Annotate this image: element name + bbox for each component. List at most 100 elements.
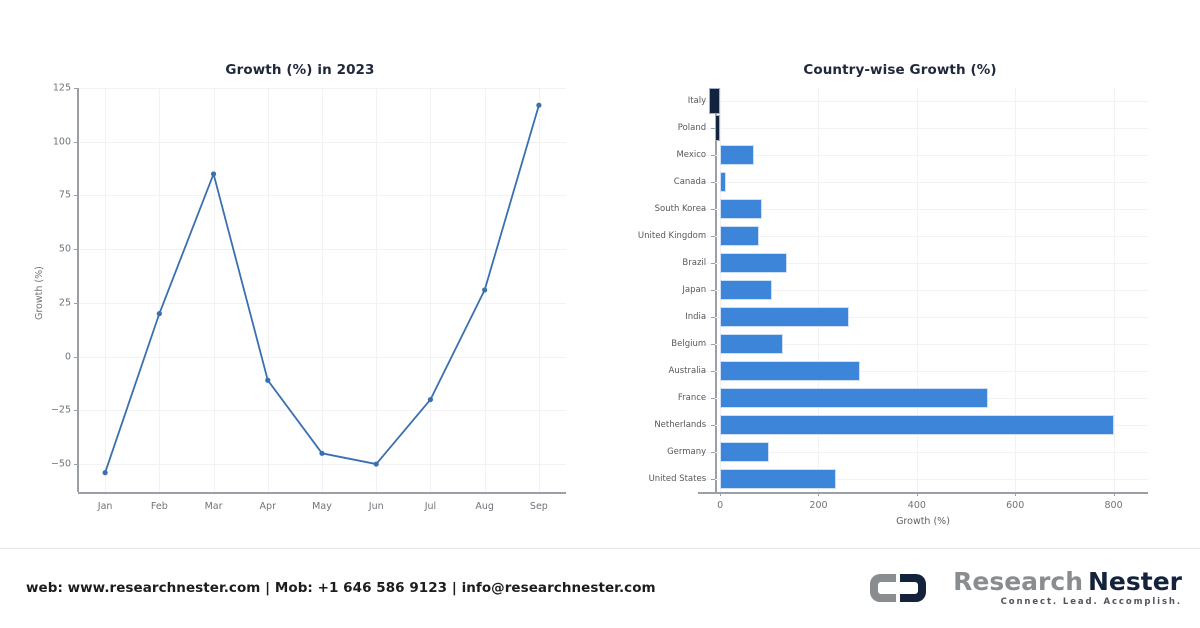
y-tick <box>711 397 716 399</box>
data-point-marker <box>156 311 162 317</box>
gridline <box>698 182 1148 184</box>
bar-category-label: Netherlands <box>654 419 707 430</box>
bar-row[interactable]: Germany <box>667 438 1148 465</box>
charts-area: Growth (%) in 2023 −50 −25 0 25 50 75 100 125 J… <box>0 0 1200 548</box>
y-tick <box>711 155 716 157</box>
gridline <box>698 263 1148 265</box>
bar-row[interactable]: Brazil <box>682 250 1148 277</box>
data-point-marker <box>536 102 542 108</box>
contact-info: web: www.researchnester.com | Mob: +1 64… <box>26 580 656 596</box>
bar[interactable] <box>720 253 787 274</box>
bar-row[interactable]: United Kingdom <box>638 223 1148 250</box>
x-axis-spine <box>78 492 566 494</box>
bar-chart-panel: Country-wise Growth (%) Italy Poland Mexic… <box>600 0 1200 548</box>
y-tick <box>74 302 78 304</box>
line-chart-plot-area: −50 −25 0 25 50 75 100 125 Jan Feb Mar Apr May Jun Ju… <box>34 83 566 512</box>
bar-row[interactable]: France <box>678 384 1148 411</box>
gridline <box>698 478 1148 480</box>
data-point-marker <box>102 470 108 476</box>
y-tick <box>711 263 716 265</box>
x-tick-label: Jan <box>97 501 113 512</box>
bar-row[interactable]: Japan <box>682 277 1148 304</box>
x-tick-label: 200 <box>809 500 828 511</box>
x-tick <box>1113 492 1115 496</box>
bar-category-label: Brazil <box>682 258 707 269</box>
logo-title: Research Nester <box>953 569 1182 594</box>
bar-row[interactable]: India <box>685 303 1148 330</box>
bar-chart-title: Country-wise Growth (%) <box>803 62 997 78</box>
y-tick <box>711 182 716 184</box>
bar-row[interactable]: Netherlands <box>654 411 1148 438</box>
bar[interactable] <box>709 88 721 115</box>
bar[interactable] <box>720 145 754 166</box>
bar-category-label: Mexico <box>676 150 707 161</box>
bar[interactable] <box>720 414 1114 435</box>
y-tick-label: −50 <box>50 458 71 470</box>
data-point-marker <box>265 377 271 383</box>
bar[interactable] <box>715 115 721 142</box>
bar-row[interactable]: Mexico <box>676 142 1148 169</box>
bar[interactable] <box>720 226 760 247</box>
x-tick-label: Mar <box>204 501 223 512</box>
gridline <box>538 88 540 492</box>
x-tick <box>818 492 820 496</box>
y-tick <box>74 88 78 89</box>
y-tick <box>711 424 716 426</box>
bar-category-label: Italy <box>687 96 707 107</box>
gridline <box>698 236 1148 238</box>
bar-row[interactable]: Australia <box>669 357 1148 384</box>
bar-chart-x-axis-title: Growth (%) <box>896 516 950 527</box>
bar[interactable] <box>720 387 989 408</box>
y-tick-label: 0 <box>64 351 71 363</box>
gridline <box>430 88 432 492</box>
gridline <box>105 88 107 492</box>
bar[interactable] <box>720 333 784 354</box>
bar-category-label: Belgium <box>671 338 707 349</box>
x-tick-label: Feb <box>150 501 168 512</box>
bar[interactable] <box>720 441 770 462</box>
bar-row[interactable]: South Korea <box>655 196 1148 223</box>
y-tick <box>74 195 78 197</box>
y-tick-label: 25 <box>58 297 71 309</box>
bar-category-label: India <box>685 311 707 322</box>
bar-category-label: Japan <box>682 284 707 295</box>
gridline <box>698 155 1148 157</box>
x-tick-label: 800 <box>1104 500 1123 511</box>
bar-chart-plot-area: Italy Poland Mexico Canada South Korea United… <box>638 88 1148 527</box>
y-tick-label: 125 <box>52 82 71 94</box>
x-tick-label: Sep <box>529 501 548 512</box>
bar-row[interactable]: Canada <box>674 169 1148 196</box>
gridline <box>376 88 378 492</box>
x-tick <box>1015 492 1017 496</box>
gridline <box>159 88 161 492</box>
x-tick-label: 0 <box>717 500 724 511</box>
bar[interactable] <box>720 279 772 300</box>
y-tick <box>74 410 78 412</box>
gridline <box>698 316 1148 318</box>
y-tick <box>74 249 78 251</box>
bar-row[interactable]: Belgium <box>671 330 1148 357</box>
y-tick <box>711 316 716 318</box>
x-tick <box>916 492 918 496</box>
footer-divider <box>0 548 1200 549</box>
footer: web: www.researchnester.com | Mob: +1 64… <box>0 548 1200 628</box>
data-point-marker <box>427 396 434 403</box>
gridline <box>698 343 1148 345</box>
logo-wordmark: Research Nester Connect. Lead. Accomplish… <box>953 569 1182 607</box>
bar[interactable] <box>720 306 849 327</box>
bar[interactable] <box>720 360 861 381</box>
gridline <box>698 289 1148 291</box>
interlocking-links-logo-icon <box>870 574 927 602</box>
bar[interactable] <box>720 172 726 193</box>
bar-row[interactable]: Italy <box>688 88 1148 115</box>
y-tick <box>711 289 716 291</box>
bar[interactable] <box>720 199 763 220</box>
bar-row[interactable]: United States <box>649 465 1148 492</box>
y-tick <box>74 356 78 358</box>
bar-row[interactable]: Poland <box>678 115 1148 142</box>
x-axis-spine <box>698 492 1148 494</box>
line-chart-panel: Growth (%) in 2023 −50 −25 0 25 50 75 100 125 J… <box>0 0 600 548</box>
bar[interactable] <box>720 468 836 489</box>
data-point-marker <box>210 171 217 177</box>
